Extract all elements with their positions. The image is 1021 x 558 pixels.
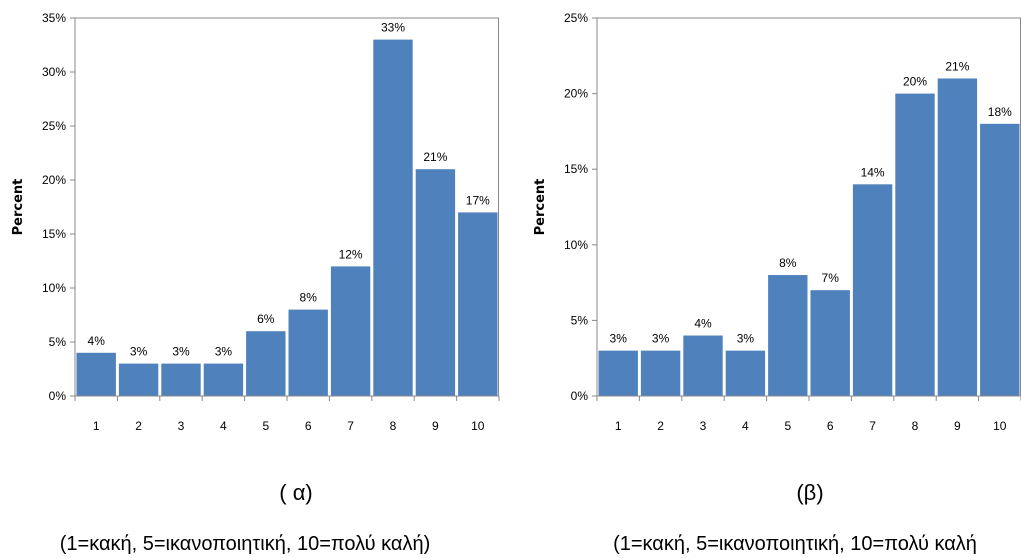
chart-2-y-tick-label: 5% xyxy=(571,313,589,327)
chart-1-bar xyxy=(203,363,244,396)
chart-2-panel-label: (β) xyxy=(796,480,823,505)
chart-1-x-tick-label: 7 xyxy=(347,419,354,433)
chart-2-data-label: 3% xyxy=(652,332,670,346)
chart-1-y-axis-label: Percent xyxy=(11,179,26,236)
chart-2-bar xyxy=(768,275,808,396)
chart-1-bar xyxy=(288,309,328,396)
chart-2-bar xyxy=(980,123,1020,396)
chart-2-bar xyxy=(810,290,850,396)
chart-1-y-tick-label: 30% xyxy=(42,65,66,79)
chart-1-bar xyxy=(76,352,116,396)
chart-1-bar xyxy=(161,363,201,396)
chart-2-bar xyxy=(937,78,978,396)
chart-1-y-tick-label: 35% xyxy=(42,11,66,25)
chart-1-x-tick-label: 1 xyxy=(93,419,100,433)
chart-2-data-label: 8% xyxy=(779,256,797,270)
chart-1-x-tick-label: 6 xyxy=(305,419,312,433)
chart-2-x-tick-label: 3 xyxy=(700,419,707,433)
chart-2-y-tick-label: 10% xyxy=(564,238,588,252)
chart-2-y-axis-label: Percent xyxy=(533,179,548,236)
chart-2-data-label: 3% xyxy=(610,332,628,346)
chart-1-bar xyxy=(415,169,456,396)
chart-2-x-tick-label: 2 xyxy=(657,419,664,433)
chart-1-caption: (1=κακή, 5=ικανοποιητική, 10=πολύ καλή) xyxy=(60,533,431,555)
chart-2-data-label: 3% xyxy=(737,332,755,346)
chart-1-x-tick-label: 3 xyxy=(178,419,185,433)
chart-2-y-tick-label: 25% xyxy=(564,11,588,25)
chart-1-data-label: 21% xyxy=(423,150,447,164)
chart-1-data-label: 17% xyxy=(466,193,490,207)
chart-1-x-tick-label: 9 xyxy=(432,419,439,433)
chart-1-panel-label: ( α) xyxy=(279,480,312,505)
chart-1-x-tick-label: 4 xyxy=(220,419,227,433)
chart-1-y-tick-label: 10% xyxy=(42,281,66,295)
chart-2-data-label: 7% xyxy=(822,271,840,285)
chart-2-x-tick-label: 6 xyxy=(827,419,834,433)
chart-1-data-label: 8% xyxy=(300,291,318,305)
chart-2-y-tick-label: 20% xyxy=(564,87,588,101)
chart-2-bar xyxy=(683,335,723,396)
chart-1-data-label: 12% xyxy=(339,247,363,261)
chart-1-bar xyxy=(373,39,413,396)
chart-2-bar xyxy=(598,350,638,396)
chart-2-data-label: 18% xyxy=(988,105,1012,119)
chart-1-data-label: 6% xyxy=(257,312,275,326)
chart-1-data-label: 3% xyxy=(215,345,233,359)
chart-1-bar xyxy=(246,331,286,396)
chart-2-bar xyxy=(852,184,893,396)
chart-1-y-tick-label: 0% xyxy=(49,389,67,403)
chart-2-x-tick-label: 10 xyxy=(993,419,1007,433)
chart-2-bar xyxy=(640,350,681,396)
chart-2-x-tick-label: 4 xyxy=(742,419,749,433)
chart-1-data-label: 3% xyxy=(172,345,190,359)
chart-2-data-label: 20% xyxy=(903,75,927,89)
chart-2-bar xyxy=(725,350,766,396)
chart-1-y-tick-label: 25% xyxy=(42,119,66,133)
chart-2-x-tick-label: 1 xyxy=(615,419,622,433)
chart-1-x-tick-label: 8 xyxy=(390,419,397,433)
chart-1-bar xyxy=(330,266,371,396)
chart-1-x-tick-label: 5 xyxy=(262,419,269,433)
chart-1-data-label: 4% xyxy=(88,334,106,348)
chart-2-x-tick-label: 7 xyxy=(869,419,876,433)
chart-1-bar xyxy=(118,363,159,396)
chart-1-y-tick-label: 15% xyxy=(42,227,66,241)
chart-2-data-label: 4% xyxy=(694,317,712,331)
chart-1-bar xyxy=(458,212,498,396)
chart-2-x-tick-label: 8 xyxy=(912,419,919,433)
chart-1-y-tick-label: 20% xyxy=(42,173,66,187)
chart-2-bar xyxy=(895,93,935,396)
chart-1-y-tick-label: 5% xyxy=(49,335,67,349)
chart-1-data-label: 3% xyxy=(130,345,148,359)
chart-2-x-tick-label: 5 xyxy=(784,419,791,433)
chart-2-y-tick-label: 15% xyxy=(564,162,588,176)
chart-2-caption: (1=κακή, 5=ικανοποιητική, 10=πολύ καλή xyxy=(613,533,977,555)
chart-1-data-label: 33% xyxy=(381,21,405,35)
chart-2-x-tick-label: 9 xyxy=(954,419,961,433)
chart-1-x-tick-label: 2 xyxy=(135,419,142,433)
chart-2-data-label: 14% xyxy=(861,165,885,179)
chart-2-y-tick-label: 0% xyxy=(571,389,589,403)
chart-1-x-tick-label: 10 xyxy=(471,419,485,433)
chart-2-data-label: 21% xyxy=(945,59,969,73)
